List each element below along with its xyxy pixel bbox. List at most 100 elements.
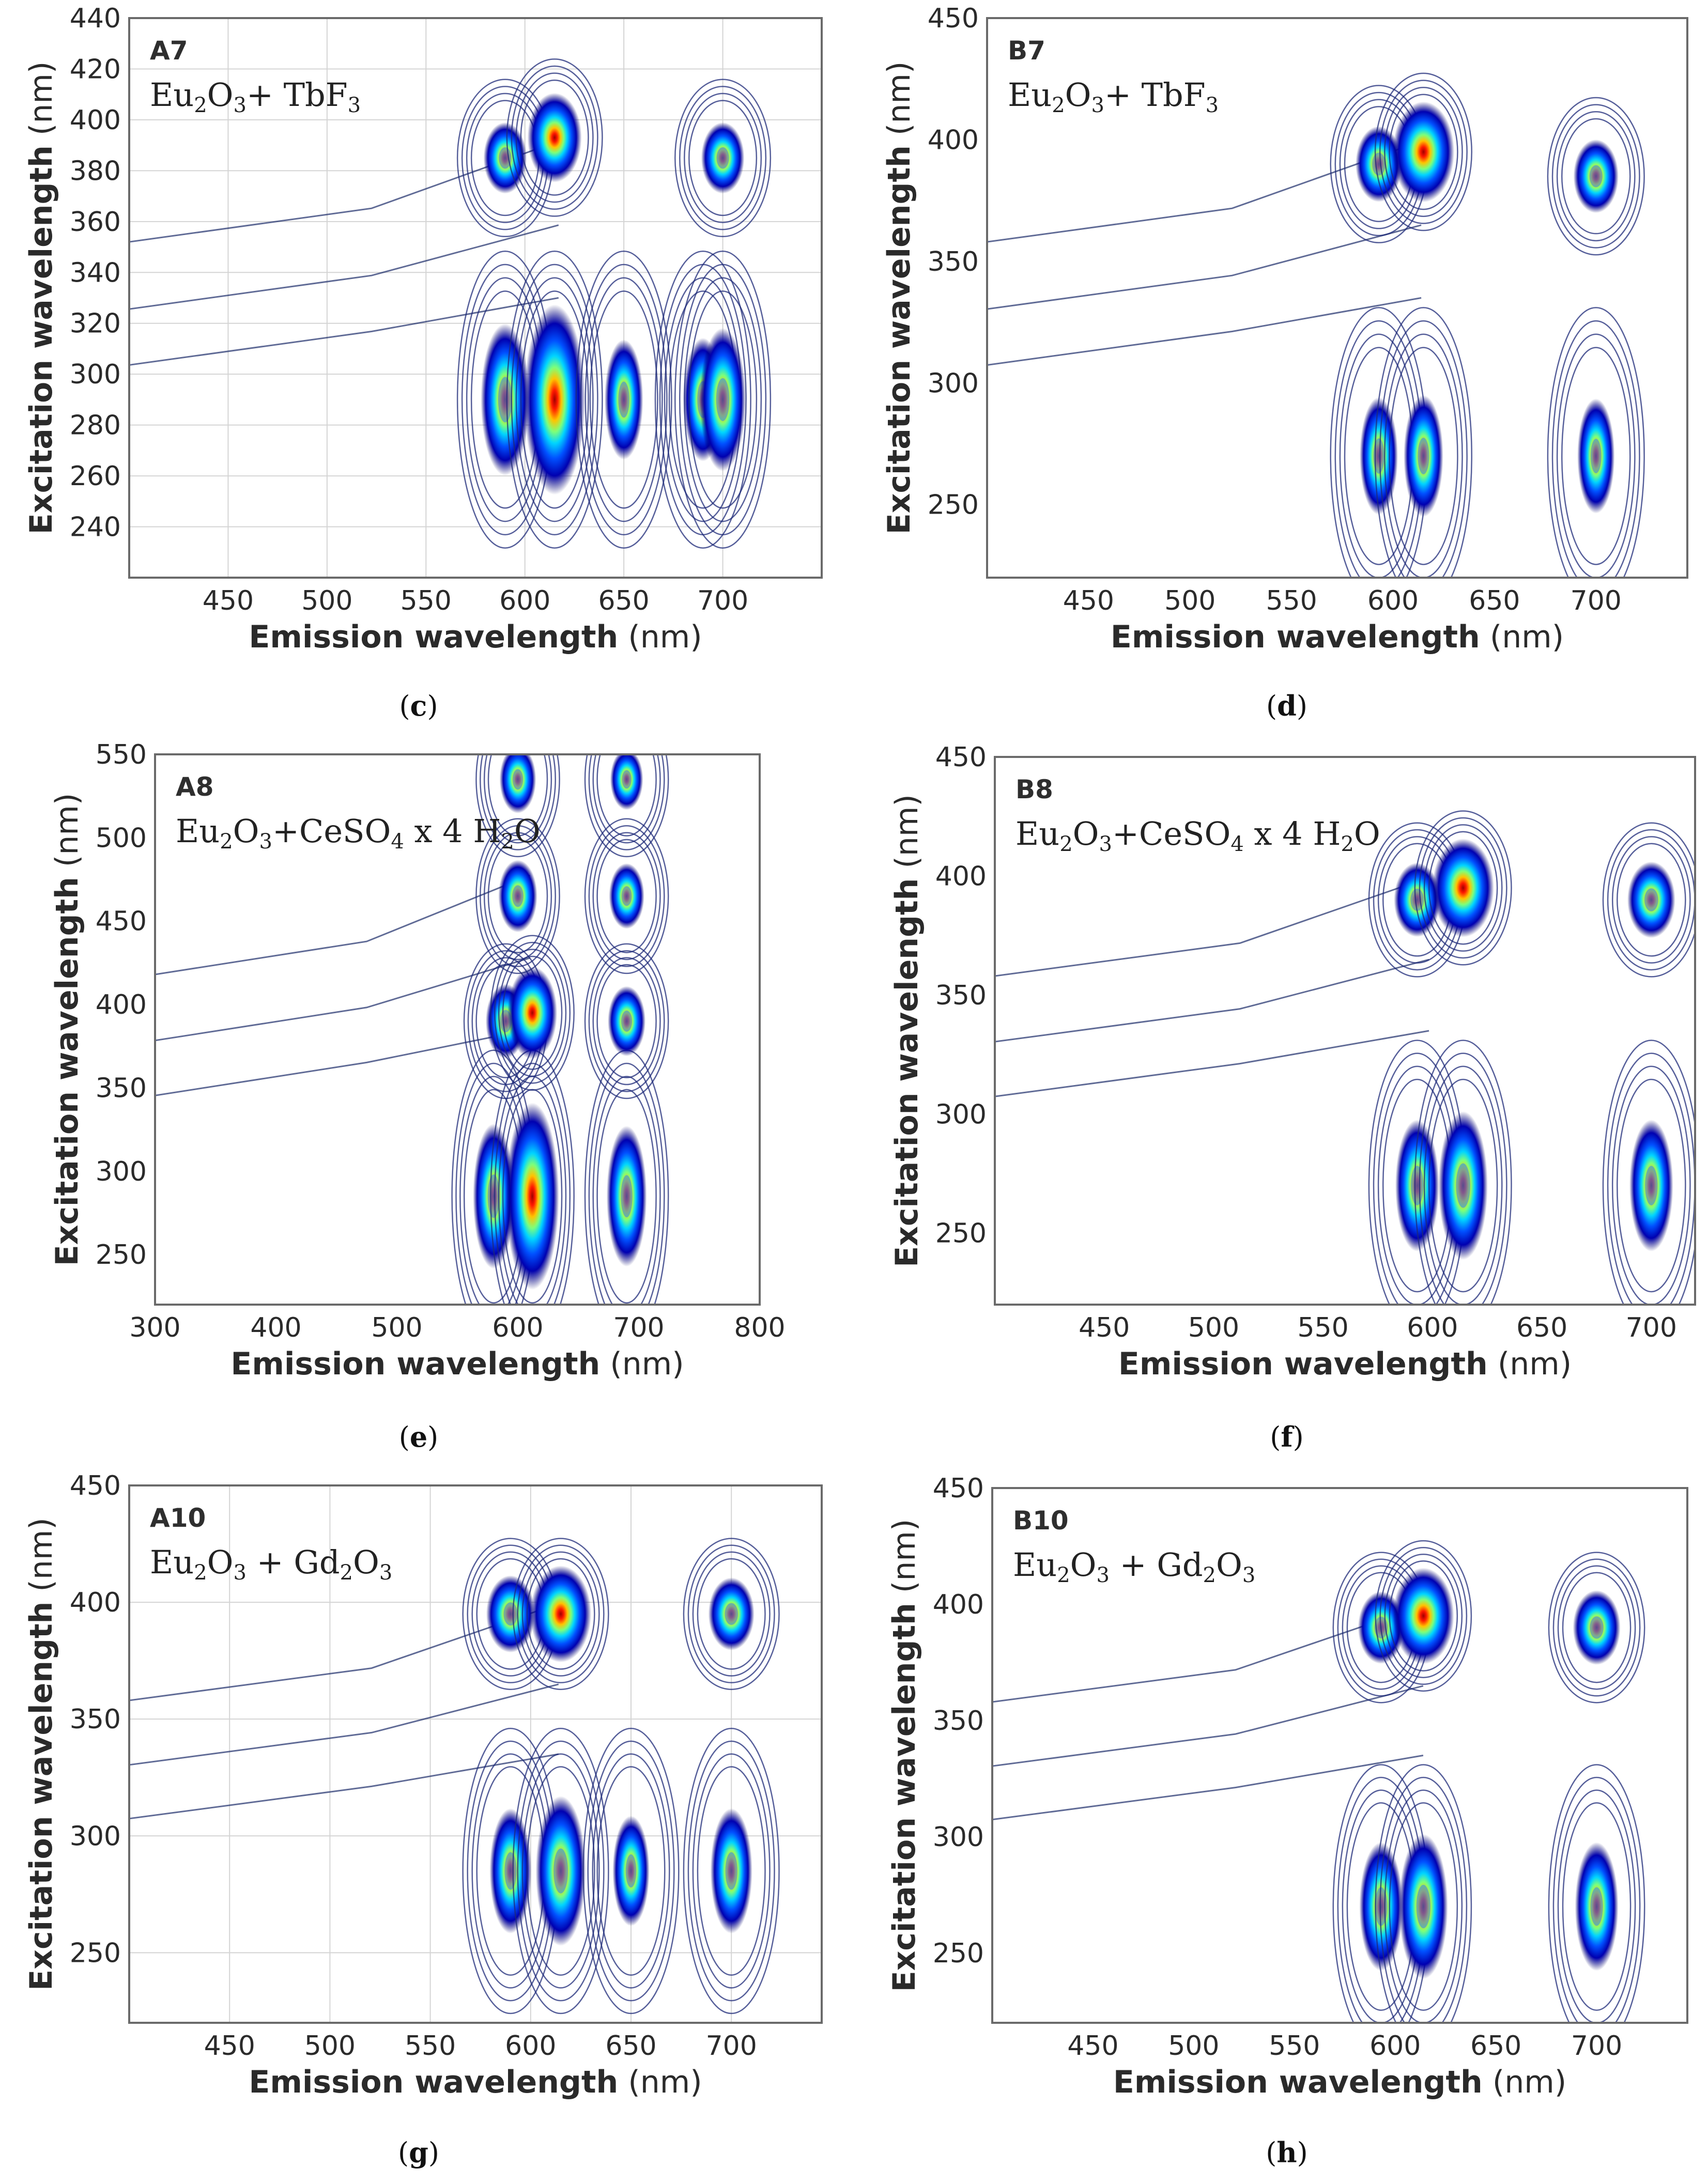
emission-peak bbox=[575, 250, 672, 549]
y-tick-label: 450 bbox=[96, 906, 147, 937]
y-tick-label: 340 bbox=[70, 257, 121, 288]
x-tick-label: 550 bbox=[401, 585, 452, 616]
y-tick-label: 300 bbox=[933, 1822, 984, 1853]
emission-peak bbox=[1548, 1764, 1645, 2023]
sample-composition: Eu2O3+ TbF3 bbox=[150, 76, 361, 117]
sample-id: A8 bbox=[176, 772, 214, 802]
plot-area bbox=[987, 18, 1687, 578]
plot-frame bbox=[994, 756, 1696, 1306]
y-tick-label: 250 bbox=[96, 1240, 147, 1271]
x-tick-label: 650 bbox=[1470, 2031, 1521, 2062]
emission-peak bbox=[506, 250, 603, 549]
x-tick-label: 650 bbox=[598, 585, 650, 616]
emission-peak bbox=[1548, 1552, 1645, 1703]
sample-composition: Eu2O3 + Gd2O3 bbox=[150, 1543, 392, 1585]
y-tick-label: 250 bbox=[935, 1218, 987, 1249]
sample-composition: Eu2O3 + Gd2O3 bbox=[1013, 1546, 1255, 1587]
emission-peak bbox=[683, 1538, 780, 1690]
y-tick-label: 350 bbox=[70, 1704, 121, 1735]
y-tick-label: 240 bbox=[70, 512, 121, 543]
emission-peak bbox=[584, 754, 669, 858]
y-tick-label: 250 bbox=[70, 1938, 121, 1969]
chart-panel-d: 450 500 550 600 650 700250300350400450Emissio… bbox=[881, 3, 1688, 722]
background-contour bbox=[129, 297, 559, 366]
y-tick-label: 350 bbox=[933, 1706, 984, 1737]
background-contour bbox=[995, 1030, 1429, 1097]
x-tick-label: 600 bbox=[492, 1312, 543, 1343]
y-tick-label: 500 bbox=[96, 823, 147, 854]
plot-area bbox=[129, 18, 822, 578]
x-tick-label: 650 bbox=[1516, 1312, 1567, 1343]
background-contour bbox=[987, 224, 1422, 310]
y-axis-label: Excitation wavelength (nm) bbox=[886, 1519, 922, 1992]
background-contour bbox=[129, 224, 559, 310]
sample-composition: Eu2O3+CeSO4 x 4 H2O bbox=[1015, 815, 1380, 856]
emission-peak bbox=[1375, 1764, 1472, 2023]
x-axis-label: Emission wavelength (nm) bbox=[249, 2064, 702, 2100]
plot-frame bbox=[128, 1484, 823, 2024]
x-tick-label: 500 bbox=[1168, 2031, 1219, 2062]
emission-peak bbox=[1414, 1040, 1512, 1305]
emission-peak bbox=[456, 250, 553, 549]
y-tick-label: 440 bbox=[70, 3, 121, 34]
panel-caption: (c) bbox=[399, 689, 438, 722]
plot-area bbox=[995, 757, 1695, 1305]
y-tick-label: 380 bbox=[70, 156, 121, 187]
x-tick-label: 500 bbox=[371, 1312, 422, 1343]
emission-peak bbox=[1602, 1040, 1695, 1305]
x-tick-label: 600 bbox=[499, 585, 550, 616]
y-tick-label: 350 bbox=[928, 246, 979, 277]
y-tick-label: 350 bbox=[96, 1073, 147, 1104]
emission-peak bbox=[475, 754, 560, 858]
chart-panel-c: 450 500 550 600 650 700 240 260 280 300 320 340 360 3… bbox=[23, 3, 823, 722]
background-contour bbox=[992, 1755, 1424, 1821]
y-tick-label: 300 bbox=[96, 1156, 147, 1187]
y-tick-label: 450 bbox=[935, 742, 987, 773]
x-tick-label: 450 bbox=[204, 2031, 255, 2062]
background-contour bbox=[995, 876, 1429, 977]
x-axis-label: Emission wavelength (nm) bbox=[1113, 2064, 1566, 2100]
y-tick-label: 400 bbox=[935, 861, 987, 892]
chart-panel-f: 450 500 550 600 650 700250300350400450Emissio… bbox=[889, 742, 1696, 1453]
sample-id: B7 bbox=[1008, 36, 1045, 66]
emission-peak bbox=[475, 818, 560, 974]
sample-composition: Eu2O3+ TbF3 bbox=[1008, 76, 1219, 117]
y-tick-label: 320 bbox=[70, 308, 121, 339]
y-axis-label: Excitation wavelength (nm) bbox=[889, 794, 925, 1267]
x-axis-label: Emission wavelength (nm) bbox=[249, 619, 702, 655]
y-tick-label: 300 bbox=[70, 1821, 121, 1852]
x-tick-label: 450 bbox=[203, 585, 254, 616]
sample-id: B8 bbox=[1015, 775, 1053, 804]
background-contour bbox=[155, 874, 530, 975]
y-axis-label: Excitation wavelength (nm) bbox=[881, 61, 917, 534]
y-axis-label: Excitation wavelength (nm) bbox=[49, 793, 85, 1266]
y-tick-label: 350 bbox=[935, 980, 987, 1011]
y-tick-label: 400 bbox=[933, 1589, 984, 1620]
emission-peak bbox=[584, 943, 669, 1099]
chart-panel-g: 450 500 550 600 650 700250300350400450Emissio… bbox=[23, 1470, 823, 2169]
x-tick-label: 300 bbox=[129, 1312, 180, 1343]
y-axis-label: Excitation wavelength (nm) bbox=[23, 61, 59, 534]
x-tick-label: 600 bbox=[1407, 1312, 1458, 1343]
background-contour bbox=[129, 1683, 559, 1766]
emission-peak bbox=[674, 250, 772, 549]
y-axis-label: Excitation wavelength (nm) bbox=[23, 1517, 59, 1990]
emission-peak bbox=[1414, 810, 1512, 966]
panel-caption: (d) bbox=[1266, 689, 1307, 722]
y-tick-label: 550 bbox=[96, 739, 147, 770]
y-tick-label: 450 bbox=[70, 1470, 121, 1501]
x-tick-label: 600 bbox=[1370, 2031, 1421, 2062]
x-axis-label: Emission wavelength (nm) bbox=[1118, 1346, 1572, 1382]
x-tick-label: 600 bbox=[1367, 585, 1419, 616]
y-tick-label: 400 bbox=[70, 1587, 121, 1618]
emission-peak bbox=[512, 1728, 609, 2015]
background-contour bbox=[987, 297, 1422, 366]
background-contour bbox=[992, 1685, 1424, 1767]
emission-peak bbox=[1375, 1540, 1472, 1692]
sample-composition: Eu2O3+CeSO4 x 4 H2O bbox=[176, 812, 541, 854]
background-contour bbox=[155, 957, 530, 1042]
panel-caption: (e) bbox=[399, 1420, 439, 1453]
x-tick-label: 550 bbox=[1298, 1312, 1349, 1343]
y-tick-label: 450 bbox=[933, 1473, 984, 1504]
